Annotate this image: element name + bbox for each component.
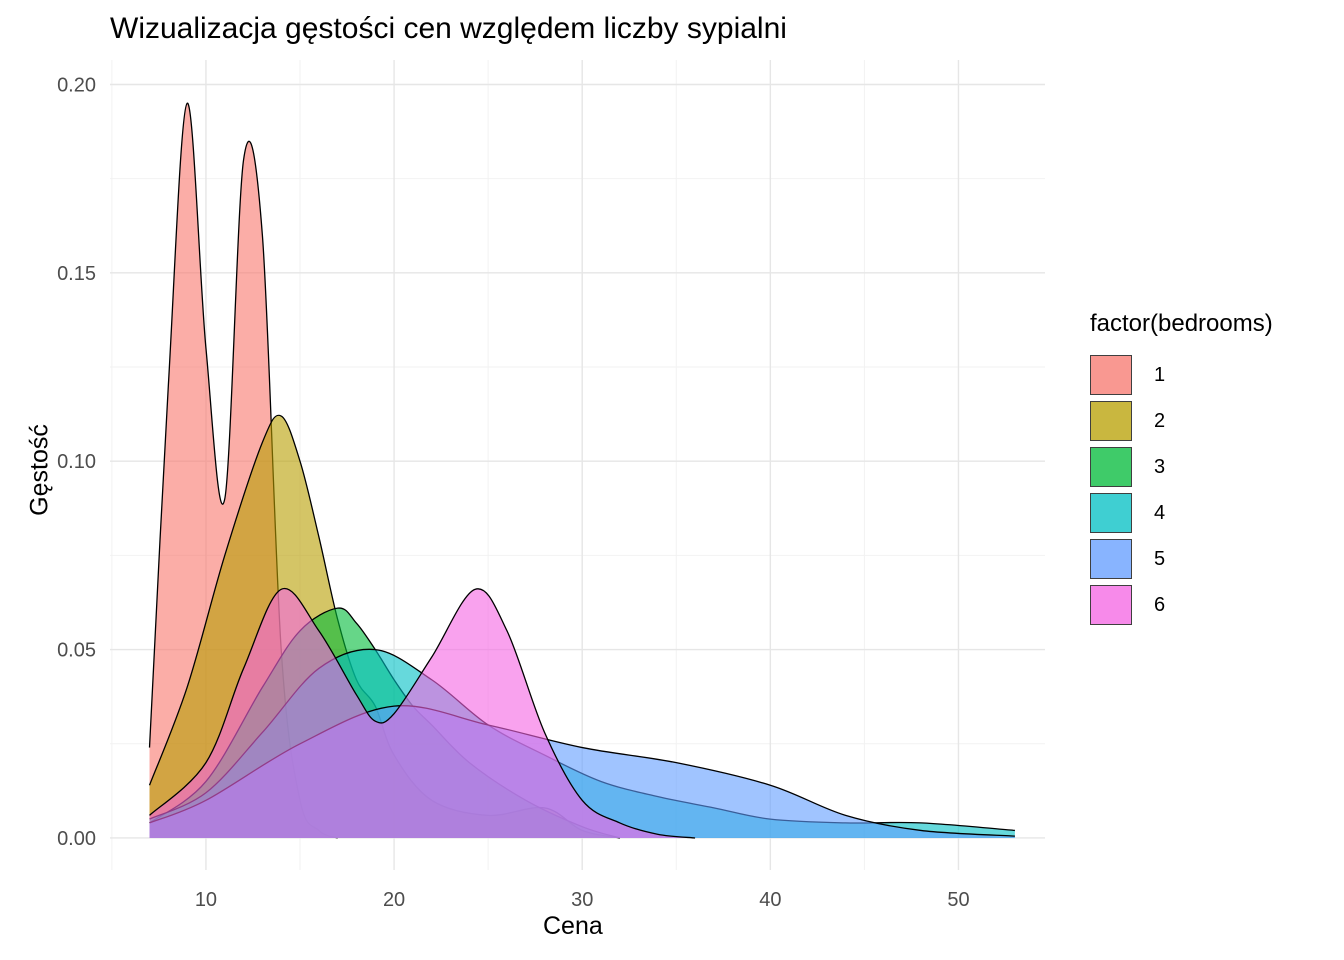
- x-tick-label: 20: [383, 889, 405, 911]
- legend-key: [1090, 493, 1132, 533]
- y-tick-label: 0.15: [57, 263, 96, 285]
- x-tick-label: 30: [571, 889, 593, 911]
- density-area-6: [149, 588, 696, 838]
- legend: factor(bedrooms) 1 2 3 4 5 6: [1090, 310, 1273, 628]
- legend-item: 3: [1090, 444, 1273, 490]
- legend-items: 1 2 3 4 5 6: [1090, 352, 1273, 628]
- y-axis-label: Gęstość: [25, 424, 54, 516]
- legend-label: 5: [1154, 547, 1166, 570]
- x-tick-label: 10: [195, 889, 217, 911]
- y-tick-label: 0.05: [57, 640, 96, 662]
- legend-key: [1090, 585, 1132, 625]
- legend-label: 6: [1154, 593, 1166, 616]
- legend-key: [1090, 355, 1132, 395]
- legend-item: 4: [1090, 490, 1273, 536]
- legend-item: 5: [1090, 536, 1273, 582]
- legend-key: [1090, 447, 1132, 487]
- legend-label: 1: [1154, 363, 1166, 386]
- legend-label: 3: [1154, 455, 1166, 478]
- x-tick-label: 40: [759, 889, 781, 911]
- legend-label: 4: [1154, 501, 1166, 524]
- legend-title: factor(bedrooms): [1090, 310, 1273, 337]
- chart-title: Wizualizacja gęstości cen względem liczb…: [110, 12, 787, 45]
- density-line-6: [149, 587, 696, 839]
- y-tick-label: 0.10: [57, 451, 96, 473]
- legend-key: [1090, 539, 1132, 579]
- legend-key: [1090, 401, 1132, 441]
- x-axis-label: Cena: [543, 912, 603, 940]
- legend-item: 6: [1090, 582, 1273, 628]
- legend-item: 2: [1090, 398, 1273, 444]
- y-tick-label: 0.20: [57, 74, 96, 96]
- x-tick-label: 50: [947, 889, 969, 911]
- y-tick-label: 0.00: [57, 828, 96, 850]
- legend-item: 1: [1090, 352, 1273, 398]
- legend-label: 2: [1154, 409, 1166, 432]
